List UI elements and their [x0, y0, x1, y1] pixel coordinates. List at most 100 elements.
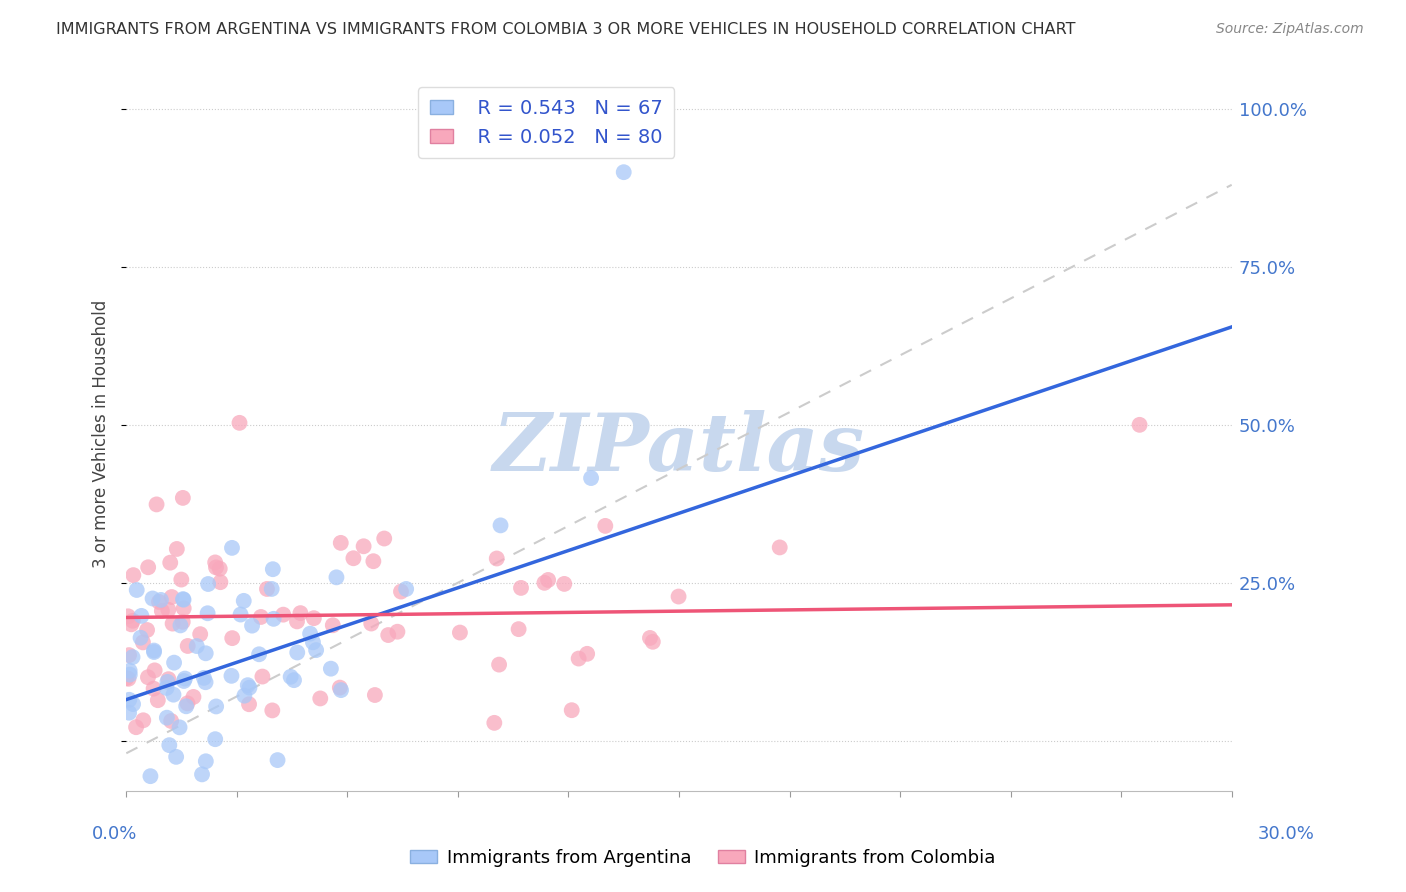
Text: ZIPatlas: ZIPatlas: [494, 409, 865, 487]
Point: [193, 671, 215, 685]
Point: [118, 706, 141, 720]
Point: [118, 693, 141, 707]
Point: [360, 616, 382, 631]
Point: [263, 612, 285, 626]
Point: [769, 541, 792, 555]
Point: [194, 754, 217, 768]
Point: [157, 738, 180, 752]
Point: [205, 699, 228, 714]
Point: [236, 678, 259, 692]
Point: [302, 635, 325, 649]
Point: [197, 607, 219, 621]
Point: [131, 608, 153, 623]
Point: [122, 568, 145, 582]
Point: [156, 711, 179, 725]
Point: [250, 610, 273, 624]
Point: [132, 713, 155, 727]
Y-axis label: 3 or more Vehicles in Household: 3 or more Vehicles in Household: [93, 301, 110, 568]
Point: [191, 767, 214, 781]
Point: [143, 664, 166, 678]
Point: [204, 732, 226, 747]
Point: [568, 651, 591, 665]
Point: [159, 556, 181, 570]
Point: [260, 582, 283, 596]
Point: [169, 720, 191, 734]
Point: [172, 592, 194, 607]
Point: [449, 625, 471, 640]
Point: [136, 560, 159, 574]
Point: [613, 165, 636, 179]
Point: [329, 681, 352, 695]
Point: [204, 556, 226, 570]
Point: [169, 618, 191, 632]
Point: [319, 662, 342, 676]
Point: [330, 683, 353, 698]
Point: [177, 639, 200, 653]
Point: [238, 697, 260, 711]
Point: [342, 551, 364, 566]
Point: [576, 647, 599, 661]
Point: [197, 577, 219, 591]
Point: [537, 573, 560, 587]
Point: [329, 536, 352, 550]
Point: [118, 667, 141, 681]
Point: [173, 601, 195, 615]
Point: [157, 603, 180, 617]
Point: [229, 607, 252, 622]
Point: [173, 592, 195, 607]
Point: [641, 634, 664, 648]
Point: [143, 645, 166, 659]
Point: [118, 648, 141, 662]
Point: [353, 539, 375, 553]
Point: [302, 611, 325, 625]
Point: [186, 639, 208, 653]
Point: [150, 604, 173, 618]
Point: [121, 650, 143, 665]
Point: [238, 681, 260, 695]
Point: [125, 720, 148, 734]
Point: [280, 670, 302, 684]
Point: [120, 617, 142, 632]
Text: IMMIGRANTS FROM ARGENTINA VS IMMIGRANTS FROM COLOMBIA 3 OR MORE VEHICLES IN HOUS: IMMIGRANTS FROM ARGENTINA VS IMMIGRANTS …: [56, 22, 1076, 37]
Point: [508, 622, 530, 636]
Point: [122, 697, 145, 711]
Point: [208, 562, 231, 576]
Point: [561, 703, 583, 717]
Point: [209, 575, 232, 590]
Point: [205, 560, 228, 574]
Point: [149, 593, 172, 607]
Point: [176, 697, 198, 711]
Point: [488, 657, 510, 672]
Point: [162, 688, 184, 702]
Point: [129, 631, 152, 645]
Point: [160, 714, 183, 728]
Point: [117, 609, 139, 624]
Point: [322, 618, 344, 632]
Point: [160, 590, 183, 604]
Point: [252, 669, 274, 683]
Point: [145, 497, 167, 511]
Point: [146, 693, 169, 707]
Point: [139, 769, 162, 783]
Point: [262, 703, 284, 717]
Point: [510, 581, 533, 595]
Point: [232, 594, 254, 608]
Point: [309, 691, 332, 706]
Point: [553, 577, 575, 591]
Point: [174, 699, 197, 714]
Point: [325, 570, 347, 584]
Text: Source: ZipAtlas.com: Source: ZipAtlas.com: [1216, 22, 1364, 37]
Point: [579, 471, 602, 485]
Point: [165, 749, 187, 764]
Point: [194, 675, 217, 690]
Point: [266, 753, 288, 767]
Point: [233, 689, 256, 703]
Point: [132, 635, 155, 649]
Point: [170, 573, 193, 587]
Point: [228, 416, 250, 430]
Point: [285, 615, 308, 629]
Point: [305, 643, 328, 657]
Point: [163, 656, 186, 670]
Point: [118, 664, 141, 678]
Point: [638, 631, 661, 645]
